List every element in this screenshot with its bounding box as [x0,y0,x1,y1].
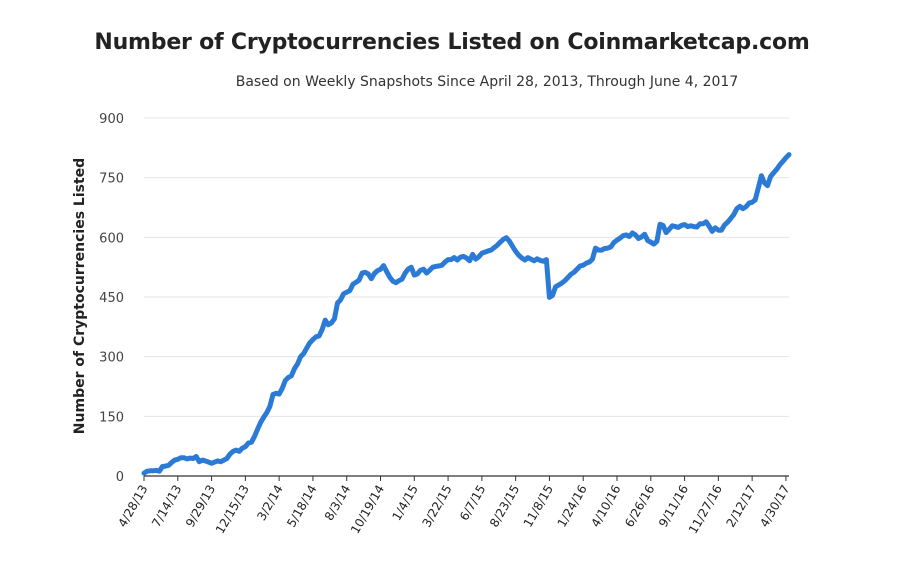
y-axis-label: Number of Cryptocurrencies Listed [72,158,88,434]
x-tick-label: 8/3/14 [322,483,353,523]
y-tick-label: 150 [99,410,124,425]
x-tick-label: 1/4/15 [389,483,420,523]
x-tick-label: 3/2/14 [254,483,285,523]
x-tick-label: 9/11/16 [656,483,691,530]
y-tick-label: 450 [99,291,124,306]
y-tick-label: 750 [99,172,124,187]
x-tick-label: 4/10/16 [588,483,623,530]
x-tick-label: 9/29/13 [183,483,218,530]
series-group [141,152,792,476]
x-tick-label: 1/24/16 [555,483,590,530]
x-tick-label: 2/12/17 [723,483,758,530]
x-tick-label: 7/14/13 [149,483,184,530]
y-tick-label: 300 [99,351,124,366]
series-line [141,152,792,476]
chart-subtitle: Based on Weekly Snapshots Since April 28… [235,74,739,90]
y-tick-labels: 0 150 300 450 600 750 900 [99,112,124,485]
x-axis [143,475,789,481]
y-tick-label: 600 [99,231,124,246]
gridlines [144,117,789,417]
x-tick-label: 8/23/15 [487,483,522,530]
x-tick-label: 6/7/15 [457,483,488,523]
x-tick-label: 4/30/17 [757,483,792,530]
x-tick-label: 11/27/16 [686,483,725,537]
x-tick-label: 5/18/14 [284,483,319,530]
x-tick-label: 4/28/13 [115,483,150,530]
y-tick-label: 900 [99,112,124,127]
x-tick-label: 6/26/16 [622,483,657,530]
x-tick-label: 3/22/15 [419,483,454,530]
x-tick-label: 12/15/13 [213,483,252,537]
chart-title: Number of Cryptocurrencies Listed on Coi… [94,30,810,55]
x-tick-label: 11/8/15 [521,483,556,530]
x-tick-label: 10/19/14 [348,483,387,537]
y-tick-label: 0 [116,470,124,485]
